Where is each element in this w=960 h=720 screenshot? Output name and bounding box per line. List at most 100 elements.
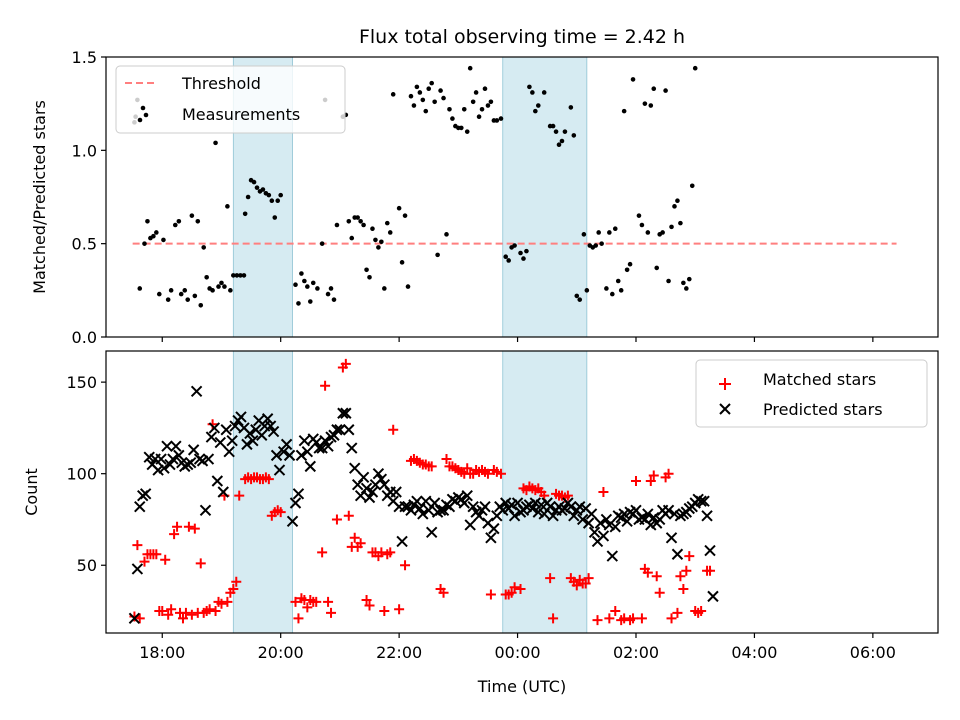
measurement-point bbox=[402, 213, 408, 218]
measurement-point bbox=[325, 291, 331, 297]
measurement-point bbox=[494, 118, 500, 123]
measurement-point bbox=[195, 218, 201, 224]
predicted-star-point bbox=[609, 521, 621, 533]
predicted-star-point bbox=[707, 590, 719, 603]
predicted-star-point bbox=[695, 495, 707, 507]
matched-star-point bbox=[562, 490, 573, 501]
matched-star-point bbox=[204, 604, 215, 615]
measurement-point bbox=[234, 273, 240, 278]
x-tick-label: 18:00 bbox=[139, 643, 185, 662]
predicted-star-point bbox=[199, 504, 212, 517]
measurement-point bbox=[624, 267, 630, 273]
measurement-point bbox=[302, 278, 307, 284]
measurement-point bbox=[636, 213, 642, 218]
matched-star-point bbox=[160, 554, 171, 565]
measurement-point bbox=[346, 218, 352, 224]
measurement-point bbox=[358, 218, 363, 224]
measurement-point bbox=[370, 226, 375, 232]
matched-star-point bbox=[642, 567, 653, 578]
predicted-star-point bbox=[399, 500, 411, 513]
measurement-point bbox=[172, 222, 178, 228]
predicted-star-point bbox=[161, 440, 173, 452]
measurement-point bbox=[684, 286, 689, 291]
measurement-point bbox=[654, 265, 660, 271]
measurement-point bbox=[382, 286, 387, 291]
measurement-point bbox=[405, 284, 411, 289]
matched-star-point bbox=[545, 573, 556, 584]
predicted-star-point bbox=[671, 548, 684, 560]
matched-star-point bbox=[438, 587, 449, 598]
predicted-star-point bbox=[582, 517, 595, 529]
measurement-point bbox=[479, 106, 485, 112]
predicted-star-point bbox=[295, 449, 308, 462]
matched-star-point bbox=[583, 573, 594, 584]
measurement-point bbox=[266, 192, 272, 198]
measurement-point bbox=[450, 116, 455, 121]
measurement-point bbox=[618, 288, 624, 293]
matched-star-point bbox=[580, 578, 591, 589]
measurement-point bbox=[663, 88, 668, 93]
measurement-point bbox=[596, 230, 601, 235]
matched-star-point bbox=[636, 613, 647, 624]
measurement-point bbox=[228, 288, 233, 293]
measurement-point bbox=[648, 103, 654, 108]
predicted-star-point bbox=[304, 460, 317, 473]
matched-star-point bbox=[598, 487, 609, 497]
matched-star-point bbox=[462, 463, 473, 474]
measurement-point bbox=[198, 302, 204, 308]
predicted-star-point bbox=[235, 411, 247, 423]
matched-star-point bbox=[263, 474, 274, 485]
predicted-star-point bbox=[420, 495, 432, 507]
measurement-point bbox=[307, 299, 313, 304]
matched-star-point bbox=[364, 600, 375, 611]
matched-star-point bbox=[495, 468, 506, 479]
bottom-y-tick-label: 100 bbox=[66, 465, 97, 484]
bottom-y-tick-label: 150 bbox=[66, 373, 97, 392]
measurement-point bbox=[503, 254, 509, 260]
measurement-point bbox=[568, 105, 574, 110]
measurement-point bbox=[476, 114, 482, 120]
measurement-point bbox=[464, 129, 470, 134]
matched-star-point bbox=[177, 613, 188, 624]
measurement-point bbox=[242, 211, 248, 217]
measurement-point bbox=[550, 123, 556, 129]
predicted-star-point bbox=[597, 530, 610, 542]
measurement-point bbox=[639, 222, 645, 228]
measurement-point bbox=[278, 192, 283, 198]
matched-star-point bbox=[228, 584, 239, 595]
measurement-point bbox=[137, 286, 143, 291]
measurement-point bbox=[482, 86, 488, 92]
measurement-point bbox=[461, 106, 467, 112]
matched-star-point bbox=[672, 607, 683, 618]
measurement-point bbox=[231, 273, 236, 278]
bottom-axes-frame bbox=[105, 350, 939, 634]
matched-star-point bbox=[343, 510, 354, 521]
measurement-point bbox=[373, 237, 378, 243]
matched-stars-points bbox=[129, 358, 716, 626]
predicted-star-point bbox=[261, 413, 274, 425]
predicted-star-point bbox=[190, 385, 203, 397]
measurement-point bbox=[204, 274, 209, 280]
measurement-point bbox=[161, 237, 166, 243]
measurement-point bbox=[524, 248, 529, 254]
predicted-star-point bbox=[283, 449, 296, 462]
matched-star-point bbox=[394, 604, 405, 615]
predicted-star-point bbox=[458, 497, 470, 509]
measurement-point bbox=[686, 276, 692, 282]
measurement-point bbox=[213, 140, 218, 146]
matched-star-point bbox=[696, 606, 707, 617]
measurement-point bbox=[260, 187, 266, 192]
measurement-point bbox=[328, 286, 334, 291]
predicted-star-point bbox=[366, 486, 379, 498]
measurement-point bbox=[607, 230, 612, 235]
measurement-point bbox=[222, 284, 227, 289]
predicted-star-point bbox=[405, 504, 417, 517]
predicted-star-point bbox=[220, 424, 232, 436]
predicted-star-point bbox=[158, 462, 170, 474]
measurement-point bbox=[553, 129, 559, 134]
predicted-star-point bbox=[267, 425, 280, 438]
measurement-point bbox=[506, 258, 511, 263]
predicted-star-point bbox=[547, 510, 559, 522]
measurement-point bbox=[396, 205, 402, 211]
matched-star-point bbox=[379, 606, 390, 617]
